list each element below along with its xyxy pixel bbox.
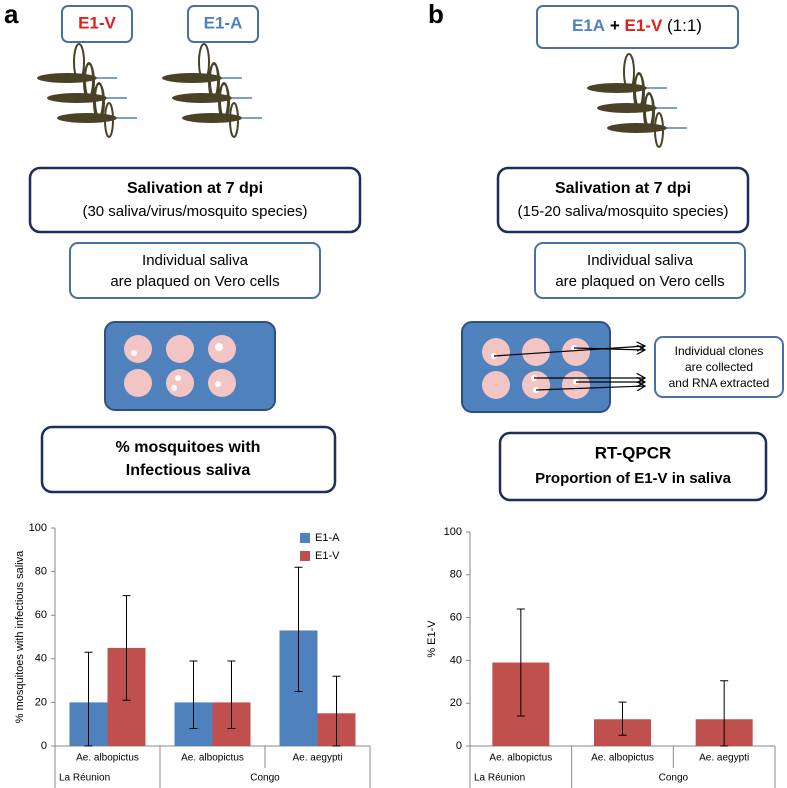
legend-label: E1-A xyxy=(315,532,340,544)
x-tick-label: Ae. aegypti xyxy=(292,753,342,764)
x-tick-label: Ae. albopictus xyxy=(181,753,244,764)
strain: E1-V xyxy=(78,13,116,32)
plaque-box xyxy=(69,242,321,299)
strain-box xyxy=(61,5,133,43)
plus: + xyxy=(610,16,620,35)
error-bar xyxy=(294,566,303,692)
arrows xyxy=(493,346,645,390)
plaque-box xyxy=(534,242,746,299)
box-text: (30 saliva/virus/mosquito species) xyxy=(82,203,307,220)
x-tick-label: Ae. albopictus xyxy=(76,753,139,764)
box-title: RT-QPCR xyxy=(595,443,672,462)
plate xyxy=(104,321,276,411)
box-text: are collected xyxy=(685,360,753,374)
y-tick-label: 60 xyxy=(450,612,462,624)
y-tick-label: 0 xyxy=(41,740,47,752)
strain: E1A xyxy=(572,16,605,35)
mosquitoes xyxy=(586,53,688,148)
group-label: La Réunion xyxy=(59,773,110,784)
mosquitoes xyxy=(161,43,263,138)
strain: E1-V xyxy=(624,16,662,35)
strain: E1-A xyxy=(204,13,243,32)
error-bar xyxy=(227,660,236,730)
group-label: La Réunion xyxy=(474,773,525,784)
plate xyxy=(461,321,611,413)
error-bar xyxy=(618,701,627,736)
y-axis-label: % mosquitoes with infectious saliva xyxy=(14,550,26,723)
salivation-box xyxy=(28,166,362,234)
y-tick-label: 60 xyxy=(35,609,47,621)
mix: E1A + E1-V (1:1) xyxy=(572,16,702,35)
error-bar xyxy=(516,608,525,717)
readout-box xyxy=(40,425,337,494)
legend-swatch xyxy=(300,533,310,543)
box-text: are plaqued on Vero cells xyxy=(555,273,724,290)
box-title: % mosquitoes with xyxy=(116,439,261,456)
group-label: Congo xyxy=(250,773,280,784)
y-tick-label: 0 xyxy=(456,740,462,752)
box-title: Infectious saliva xyxy=(126,462,251,479)
mosquitoes xyxy=(36,43,138,138)
panel-label: b xyxy=(428,0,444,29)
x-tick-label: Ae. albopictus xyxy=(591,753,654,764)
y-axis-label: % E1-V xyxy=(426,620,438,658)
box-text: Individual clones xyxy=(675,344,764,358)
error-bar xyxy=(332,675,341,747)
box-title: Salivation at 7 dpi xyxy=(555,180,691,197)
error-bar xyxy=(122,595,131,701)
y-tick-label: 40 xyxy=(35,653,47,665)
panel-label: a xyxy=(4,0,19,29)
mix-box xyxy=(536,5,739,49)
box-text: Individual saliva xyxy=(587,252,694,269)
x-tick-label: Ae. albopictus xyxy=(489,753,552,764)
salivation-box xyxy=(496,166,750,234)
y-tick-label: 100 xyxy=(29,522,47,534)
box-text: Individual saliva xyxy=(142,252,249,269)
group-label: Congo xyxy=(659,773,689,784)
y-tick-label: 20 xyxy=(450,697,462,709)
clones-box xyxy=(654,336,784,398)
box-title: Salivation at 7 dpi xyxy=(127,180,263,197)
legend-label: E1-V xyxy=(315,550,340,562)
y-tick-label: 100 xyxy=(444,526,462,538)
error-bar xyxy=(84,651,93,747)
x-tick-label: Ae. aegypti xyxy=(699,753,749,764)
strain-box xyxy=(187,5,259,43)
box-text: are plaqued on Vero cells xyxy=(110,273,279,290)
y-tick-label: 80 xyxy=(35,566,47,578)
legend-swatch xyxy=(300,551,310,561)
error-bar xyxy=(720,680,729,747)
readout-box xyxy=(498,431,768,502)
y-tick-label: 80 xyxy=(450,569,462,581)
box-text: and RNA extracted xyxy=(669,376,770,390)
y-tick-label: 40 xyxy=(450,654,462,666)
error-bar xyxy=(189,660,198,730)
box-text: (15-20 saliva/mosquito species) xyxy=(518,203,729,220)
box-title: Proportion of E1-V in saliva xyxy=(535,470,732,487)
y-tick-label: 20 xyxy=(35,696,47,708)
ratio: (1:1) xyxy=(667,16,702,35)
